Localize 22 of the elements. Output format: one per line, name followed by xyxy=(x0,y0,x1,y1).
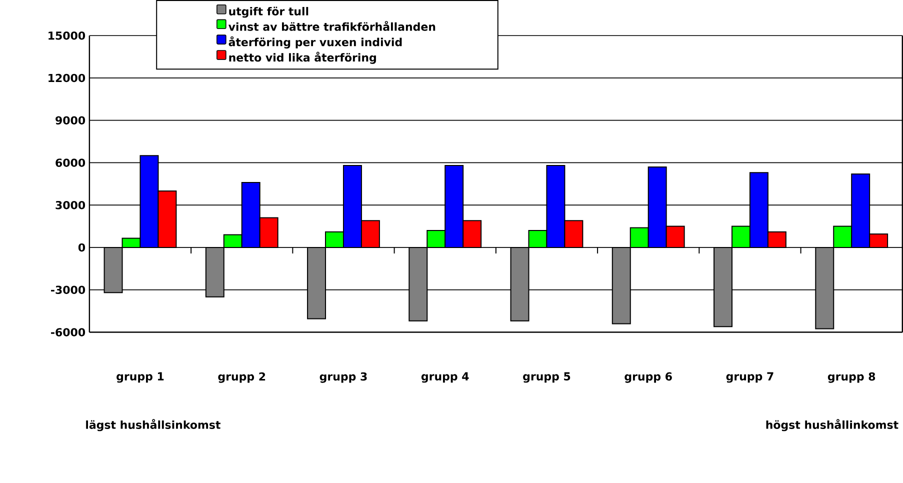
x-tick-label: grupp 1 xyxy=(116,372,164,383)
y-tick-label: 6000 xyxy=(56,158,86,167)
y-tick-label: 15000 xyxy=(48,31,86,40)
text: högst hushållinkomst xyxy=(766,418,898,431)
x-tick-label: grupp 8 xyxy=(828,372,876,383)
legend-label: utgift för tull xyxy=(229,6,308,18)
x-tick-label: grupp 2 xyxy=(218,372,266,383)
x-tick-label: grupp 5 xyxy=(523,372,570,383)
x-tick-label: grupp 7 xyxy=(726,372,774,383)
x-tick-label: grupp 4 xyxy=(421,372,469,383)
text: lägst hushållsinkomst xyxy=(86,418,220,431)
x-tick-label: grupp 6 xyxy=(624,372,672,383)
legend-label: återföring per vuxen individ xyxy=(228,36,402,48)
legend-label: netto vid lika återföring xyxy=(229,52,376,64)
y-tick-label: -6000 xyxy=(51,328,86,336)
y-tick-label: 0 xyxy=(78,243,86,252)
y-tick-label: -3000 xyxy=(51,286,86,294)
legend-label: vinst av bättre trafikförhållanden xyxy=(228,20,436,31)
y-tick-label: 12000 xyxy=(48,74,86,82)
y-tick-label: 3000 xyxy=(56,200,86,210)
x-tick-label: grupp 3 xyxy=(320,372,367,383)
y-tick-label: 9000 xyxy=(56,116,86,124)
